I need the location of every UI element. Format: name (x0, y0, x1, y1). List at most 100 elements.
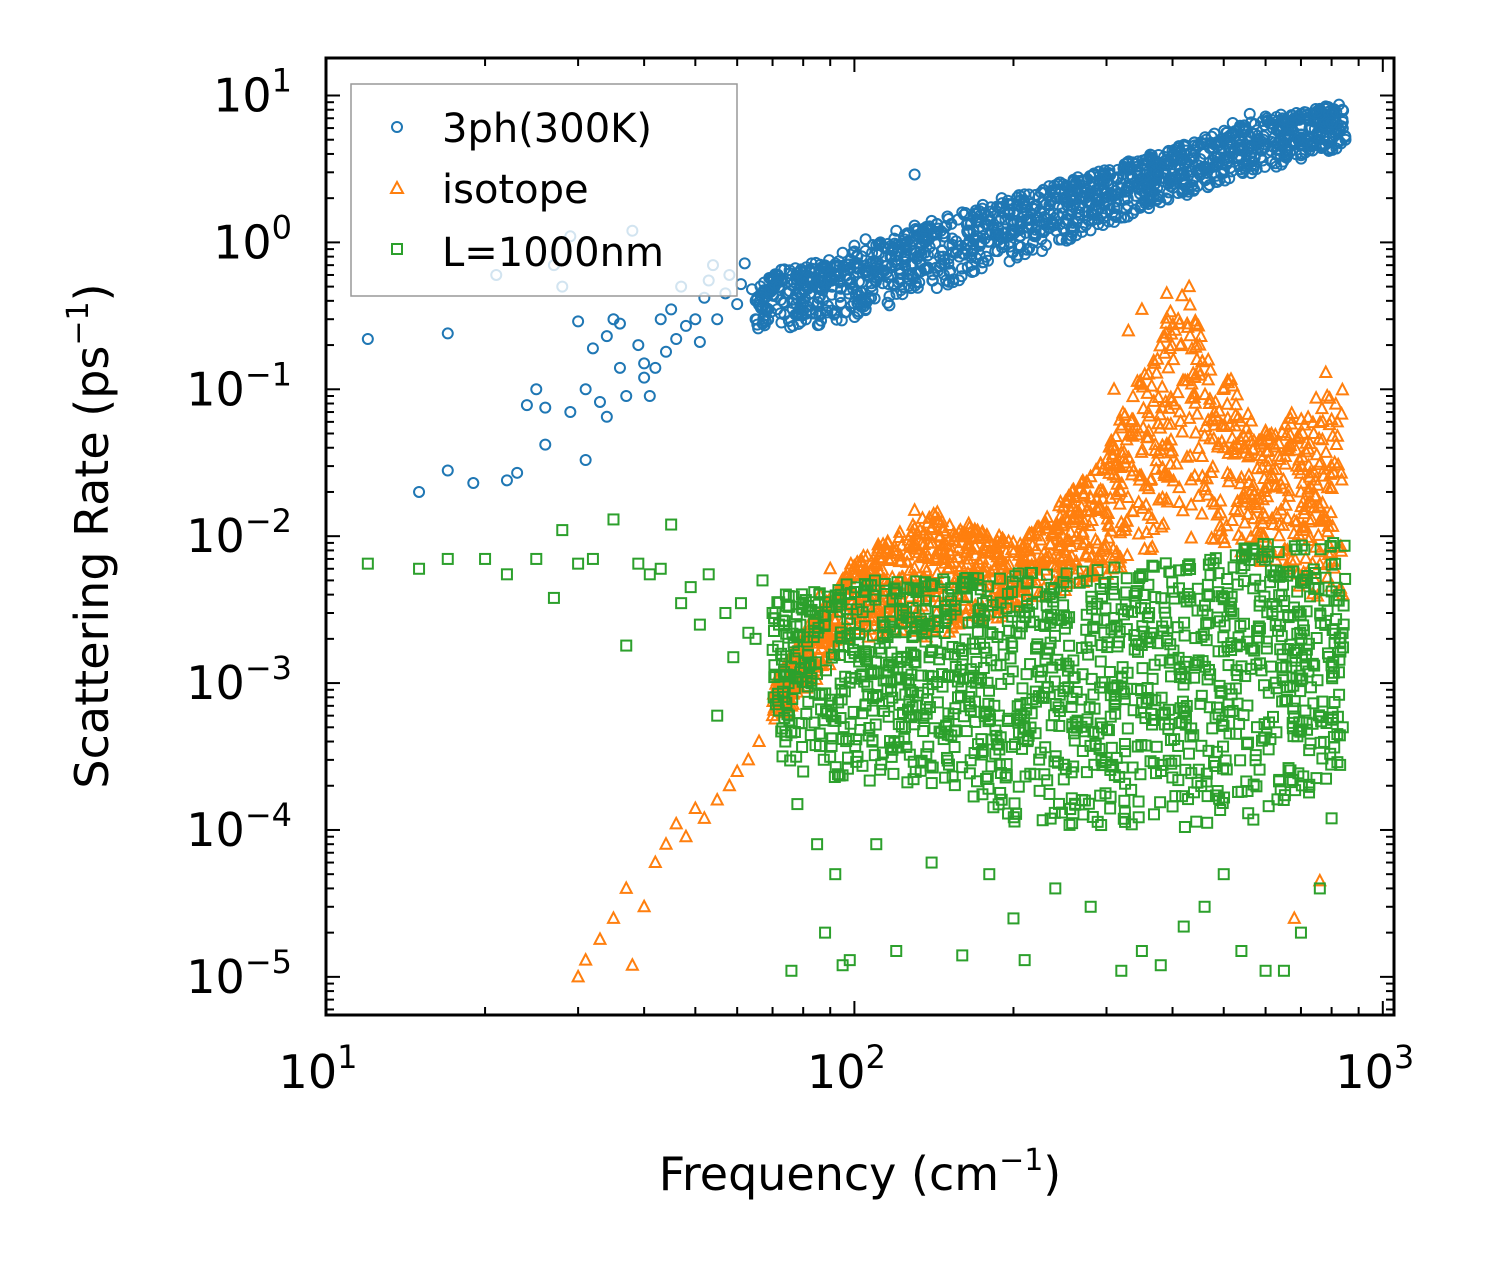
data-point-0-b1392 (1128, 203, 1141, 216)
data-point-1-b1362 (862, 601, 877, 616)
data-point-2-b872 (1018, 710, 1031, 723)
data-point-2-13 (643, 568, 656, 581)
data-point-1-b552 (1112, 495, 1127, 510)
data-point-1-41 (1147, 355, 1162, 369)
data-point-0-10 (539, 438, 552, 451)
data-point-1-b1331 (950, 549, 965, 563)
data-point-1-b1177 (1130, 419, 1145, 434)
data-point-2-b790 (850, 603, 863, 616)
data-point-2-b694 (946, 640, 959, 653)
data-point-0-3 (441, 327, 454, 340)
data-point-0-b1393 (1210, 169, 1223, 182)
data-point-2-24 (742, 626, 755, 639)
data-point-2-20 (711, 709, 724, 722)
data-point-1-b951 (1107, 441, 1122, 456)
data-point-2-42 (983, 868, 996, 881)
data-point-2-b952 (866, 735, 879, 748)
data-point-1-b1130 (1213, 492, 1228, 507)
data-point-1-b1182 (960, 600, 976, 615)
data-point-2-b1390 (903, 710, 916, 723)
data-point-2-b306 (1106, 575, 1119, 588)
data-point-1-b1208 (1091, 549, 1106, 563)
data-point-2-51 (1198, 900, 1211, 913)
data-point-2-b1043 (1328, 696, 1341, 709)
data-point-2-b655 (942, 707, 955, 720)
data-point-1-b1390 (970, 522, 985, 537)
data-point-2-b294 (1206, 722, 1219, 735)
data-point-1-b373 (1156, 516, 1171, 530)
data-point-2-b1050 (1239, 550, 1252, 563)
data-point-0-b1110 (859, 244, 872, 257)
data-point-2-b549 (1250, 780, 1263, 793)
data-point-1-b751 (1075, 536, 1090, 551)
data-point-1-b1313 (1297, 505, 1312, 520)
legend-label-isotope: isotope (442, 167, 589, 213)
data-point-2-b575 (1247, 778, 1260, 791)
data-point-0-b684 (1036, 245, 1049, 258)
data-point-2-b538 (1218, 619, 1231, 632)
data-point-0-34 (660, 345, 673, 358)
data-point-1-b212 (1002, 568, 1017, 582)
data-point-2-b1265 (1043, 787, 1056, 800)
data-point-1-b1109 (1140, 385, 1155, 399)
data-point-2-b331 (1217, 762, 1230, 775)
data-point-1-b566 (1149, 365, 1164, 379)
data-point-2-b1384 (1264, 576, 1277, 589)
data-point-2-b960 (1300, 716, 1313, 729)
data-point-1-b873 (1117, 454, 1133, 469)
data-point-2-b995 (867, 629, 880, 642)
data-point-0-b1040 (1062, 232, 1075, 245)
data-point-2-b1005 (1200, 775, 1213, 788)
data-point-1-b1283 (1300, 495, 1315, 509)
data-point-1-b1398 (960, 550, 975, 565)
data-point-0-b1127 (1223, 172, 1236, 185)
data-point-2-b148 (1334, 758, 1347, 771)
data-point-2-b543 (1131, 645, 1144, 658)
data-point-2-b1230 (923, 617, 936, 630)
data-point-2-b950 (1066, 718, 1079, 731)
data-point-2-b405 (869, 718, 882, 731)
data-point-2-b1173 (868, 574, 881, 587)
data-point-2-b965 (903, 748, 916, 761)
data-point-1-53 (1306, 425, 1321, 440)
data-point-1-b1142 (1219, 517, 1234, 532)
data-point-2-b679 (1303, 744, 1316, 757)
data-point-0-b1084 (894, 284, 907, 297)
data-point-0-b1344 (1292, 133, 1305, 146)
data-point-2-b757 (1304, 681, 1317, 694)
data-point-1-9 (669, 815, 684, 830)
data-point-2-b1253 (952, 642, 965, 655)
data-point-1-b89 (1323, 504, 1339, 519)
data-point-1-b1059 (942, 531, 957, 545)
data-point-2-b542 (1304, 737, 1317, 750)
data-point-0-b1363 (1137, 180, 1150, 193)
data-point-1-b850 (1151, 415, 1166, 430)
data-point-2-b1326 (776, 722, 789, 735)
data-point-2-b295 (946, 770, 959, 783)
data-point-1-b1318 (1324, 480, 1340, 494)
data-point-0-b1324 (1149, 177, 1162, 190)
data-point-0-b1253 (1176, 154, 1189, 167)
data-point-1-57 (1312, 872, 1327, 887)
data-point-1-b1083 (1091, 498, 1106, 513)
data-point-2-59 (1336, 721, 1349, 734)
data-point-0-63 (859, 233, 872, 246)
data-point-2-b1297 (1273, 589, 1286, 602)
data-point-2-b955 (1102, 724, 1115, 737)
data-point-2-b1288 (1333, 631, 1346, 644)
x-axis-label-sup: −1 (999, 1143, 1043, 1178)
y-tick-label-exp: −2 (245, 502, 292, 540)
data-point-1-b625 (1197, 386, 1213, 401)
data-point-0-b896 (1188, 171, 1201, 184)
data-point-2-b142 (1316, 695, 1329, 708)
data-point-2-b1394 (1034, 746, 1047, 759)
data-point-2-b1304 (1303, 778, 1316, 791)
data-point-1-b1181 (1214, 529, 1230, 544)
data-point-2-b1228 (924, 578, 937, 591)
data-point-1-48 (1234, 469, 1249, 484)
data-point-1-b1393 (1121, 427, 1137, 441)
data-point-0-b1148 (1272, 122, 1285, 135)
y-tick-label-exp: 1 (272, 61, 292, 99)
data-point-2-b929 (1314, 607, 1327, 620)
